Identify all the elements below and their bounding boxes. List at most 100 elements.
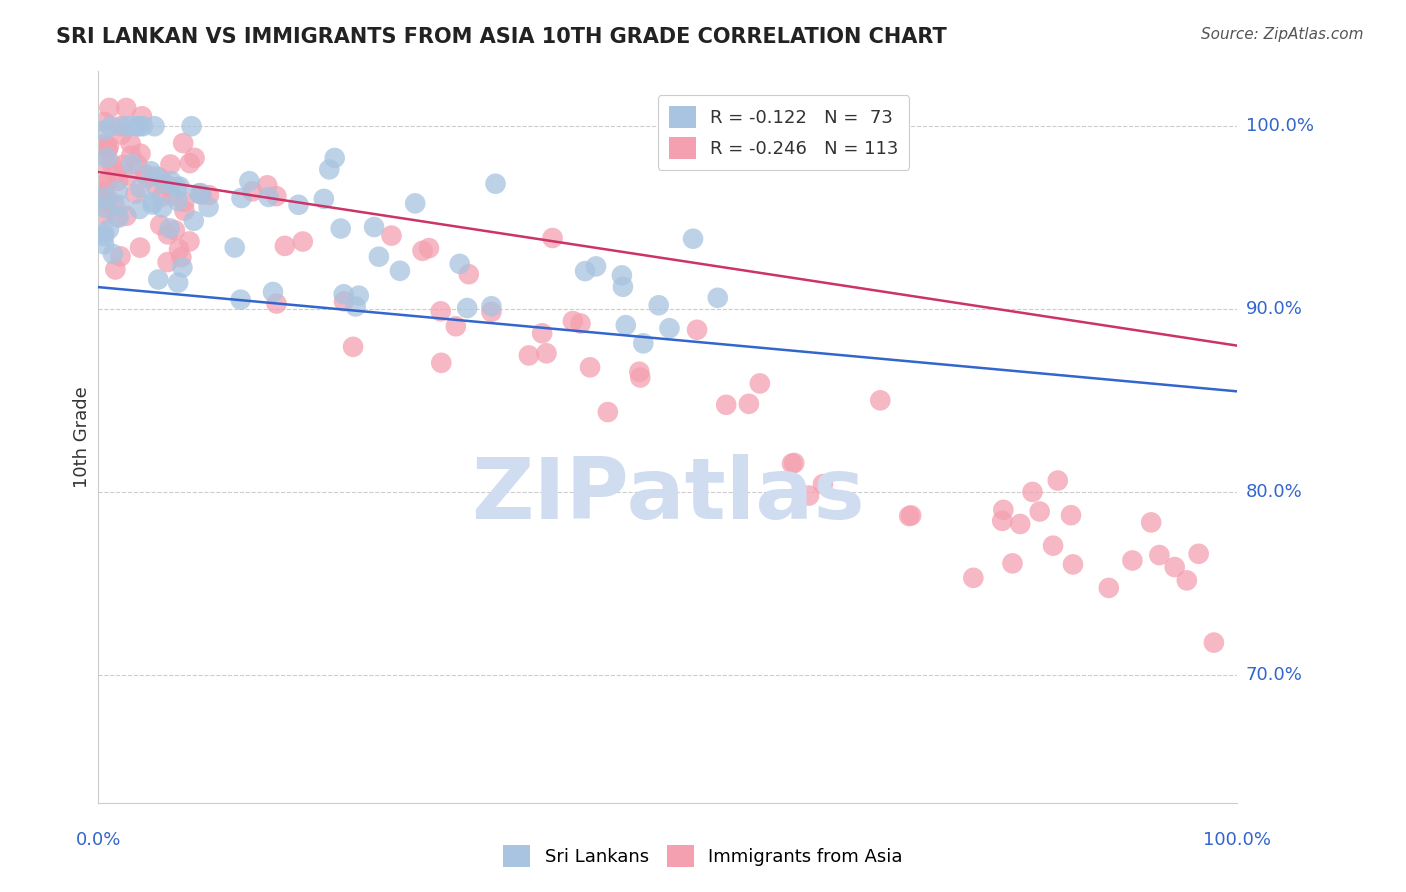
Point (96, 175, 118, 189)
Point (596, 405, 619, 419)
Point (738, 397, 761, 411)
Point (484, 177, 506, 191)
Point (682, 232, 704, 246)
Point (100, 119, 122, 133)
Point (115, 101, 138, 115)
Point (115, 209, 138, 223)
Point (686, 323, 709, 337)
Point (274, 239, 297, 253)
Point (1021, 485, 1043, 500)
Point (1175, 574, 1198, 588)
Point (517, 348, 540, 362)
Point (93, 136, 115, 151)
Point (388, 264, 411, 278)
Point (162, 188, 184, 202)
Point (107, 174, 129, 188)
Point (148, 170, 170, 185)
Point (127, 119, 149, 133)
Point (120, 149, 142, 163)
Point (111, 158, 134, 172)
Point (104, 262, 127, 277)
Point (173, 203, 195, 218)
Point (347, 288, 370, 302)
Point (962, 571, 984, 585)
Point (149, 218, 172, 232)
Point (344, 300, 367, 314)
Point (93, 115, 115, 129)
Point (224, 240, 246, 254)
Point (96, 190, 118, 204)
Point (797, 489, 820, 503)
Point (110, 128, 132, 142)
Point (1121, 553, 1143, 567)
Point (173, 194, 195, 209)
Text: Source: ZipAtlas.com: Source: ZipAtlas.com (1201, 27, 1364, 42)
Point (1028, 504, 1050, 518)
Point (94, 201, 117, 215)
Point (706, 291, 728, 305)
Point (456, 301, 478, 315)
Point (148, 272, 170, 286)
Point (190, 186, 212, 200)
Point (129, 181, 152, 195)
Point (153, 177, 176, 191)
Point (312, 192, 335, 206)
Point (418, 241, 440, 255)
Point (121, 157, 143, 171)
Point (134, 168, 156, 182)
Point (585, 260, 607, 274)
Point (145, 169, 167, 184)
Point (231, 191, 253, 205)
Point (323, 151, 346, 165)
Point (266, 296, 288, 310)
Point (1001, 557, 1024, 571)
Point (166, 180, 188, 194)
Point (142, 194, 165, 209)
Point (610, 268, 633, 283)
Point (131, 109, 153, 123)
Point (157, 178, 180, 193)
Point (93, 191, 115, 205)
Point (561, 314, 583, 328)
Point (180, 119, 202, 133)
Point (257, 190, 280, 204)
Point (101, 247, 124, 261)
Point (541, 231, 564, 245)
Text: 80.0%: 80.0% (1246, 483, 1302, 501)
Point (172, 260, 194, 275)
Point (170, 250, 193, 264)
Point (1098, 581, 1121, 595)
Point (574, 264, 596, 278)
Point (132, 119, 155, 133)
Point (190, 187, 212, 202)
Point (110, 249, 132, 263)
Point (93, 185, 115, 199)
Point (167, 243, 190, 257)
Point (107, 211, 129, 225)
Point (93, 123, 115, 137)
Point (97, 143, 120, 157)
Point (172, 136, 194, 150)
Point (1202, 635, 1225, 649)
Point (167, 276, 190, 290)
Point (93, 226, 115, 240)
Point (536, 346, 558, 360)
Point (569, 317, 592, 331)
Point (96, 141, 118, 155)
Point (159, 221, 181, 235)
Text: 100.0%: 100.0% (1246, 117, 1313, 136)
Point (262, 285, 284, 299)
Point (110, 198, 132, 212)
Point (93, 237, 115, 252)
Point (129, 241, 152, 255)
Point (98, 222, 121, 236)
Point (160, 174, 183, 188)
Point (531, 326, 554, 341)
Point (124, 186, 146, 201)
Point (266, 189, 288, 203)
Point (110, 119, 132, 133)
Point (120, 136, 142, 151)
Text: 100.0%: 100.0% (1204, 830, 1271, 848)
Point (614, 318, 637, 332)
Point (187, 186, 209, 201)
